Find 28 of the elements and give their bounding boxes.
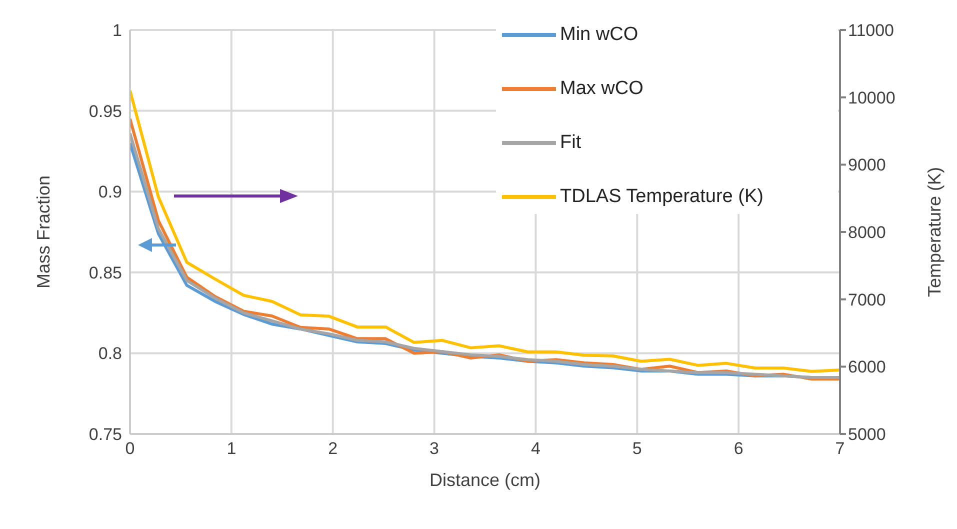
- y-tick-label: 0.8: [98, 344, 122, 364]
- legend-label: Max wCO: [560, 77, 644, 101]
- y-tick-label: 0.9: [98, 182, 122, 202]
- y2-tick-label: 9000: [848, 156, 886, 175]
- y2-tick-label: 10000: [848, 88, 896, 108]
- x-tick-label: 3: [430, 439, 440, 458]
- legend-label: Fit: [560, 131, 582, 155]
- x-tick-label: 4: [530, 439, 540, 458]
- x-tick-label: 6: [734, 439, 744, 458]
- x-tick-label: 1: [226, 439, 236, 458]
- y-tick-label: 0.95: [88, 102, 122, 121]
- x-tick-label: 2: [328, 439, 338, 458]
- x-tick-label: 7: [835, 439, 845, 458]
- y-tick-label: 0.85: [88, 263, 122, 282]
- y-axis-title: Mass Fraction: [33, 175, 54, 289]
- y2-tick-label: 7000: [848, 290, 886, 310]
- x-tick-label: 5: [632, 439, 642, 458]
- x-tick-label: 0: [125, 439, 135, 458]
- y2-tick-label: 5000: [848, 425, 886, 444]
- legend-label: TDLAS Temperature (K): [560, 185, 764, 209]
- y-tick-label: 0.75: [88, 425, 122, 444]
- y2-tick-label: 11000: [848, 21, 894, 40]
- y2-tick-label: 6000: [848, 358, 886, 377]
- y-tick-label: 1: [112, 21, 122, 40]
- x-axis-title: Distance (cm): [429, 470, 541, 490]
- legend-label: Min wCO: [560, 23, 638, 47]
- y2-tick-label: 8000: [848, 223, 886, 242]
- y2-axis-title: Temperature (K): [924, 166, 944, 298]
